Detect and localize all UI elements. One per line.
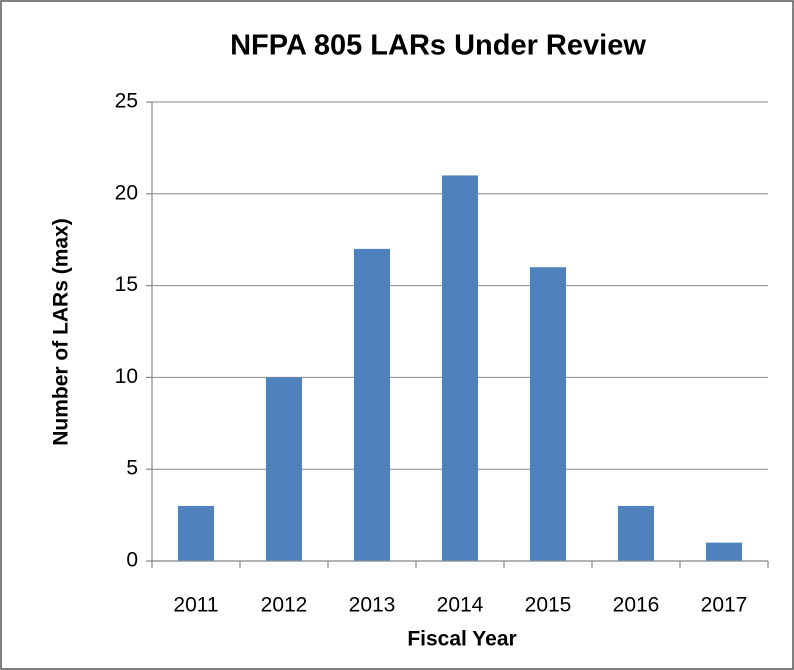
x-tick-label: 2015	[525, 594, 572, 617]
x-tick-label: 2012	[261, 594, 308, 617]
y-tick-label: 5	[126, 457, 138, 480]
bar	[617, 505, 655, 561]
x-tick-label: 2017	[701, 594, 748, 617]
x-tick-label: 2014	[437, 594, 484, 617]
bar	[265, 377, 303, 561]
bar	[705, 542, 743, 561]
y-axis-title: Number of LARs (max)	[50, 218, 73, 446]
y-tick-label: 20	[115, 181, 138, 204]
x-tick-label: 2011	[173, 594, 218, 617]
x-tick-label: 2013	[349, 594, 396, 617]
bar	[441, 175, 479, 561]
x-axis-title: Fiscal Year	[407, 628, 516, 651]
x-tick-label: 2016	[613, 594, 660, 617]
y-tick-label: 10	[115, 365, 138, 388]
y-tick-label: 25	[115, 90, 138, 113]
bar	[353, 248, 391, 561]
y-tick-label: 0	[126, 549, 138, 572]
y-tick-label: 15	[115, 273, 138, 296]
chart-title: NFPA 805 LARs Under Review	[230, 30, 646, 62]
bar	[177, 505, 215, 561]
bar	[529, 267, 567, 561]
